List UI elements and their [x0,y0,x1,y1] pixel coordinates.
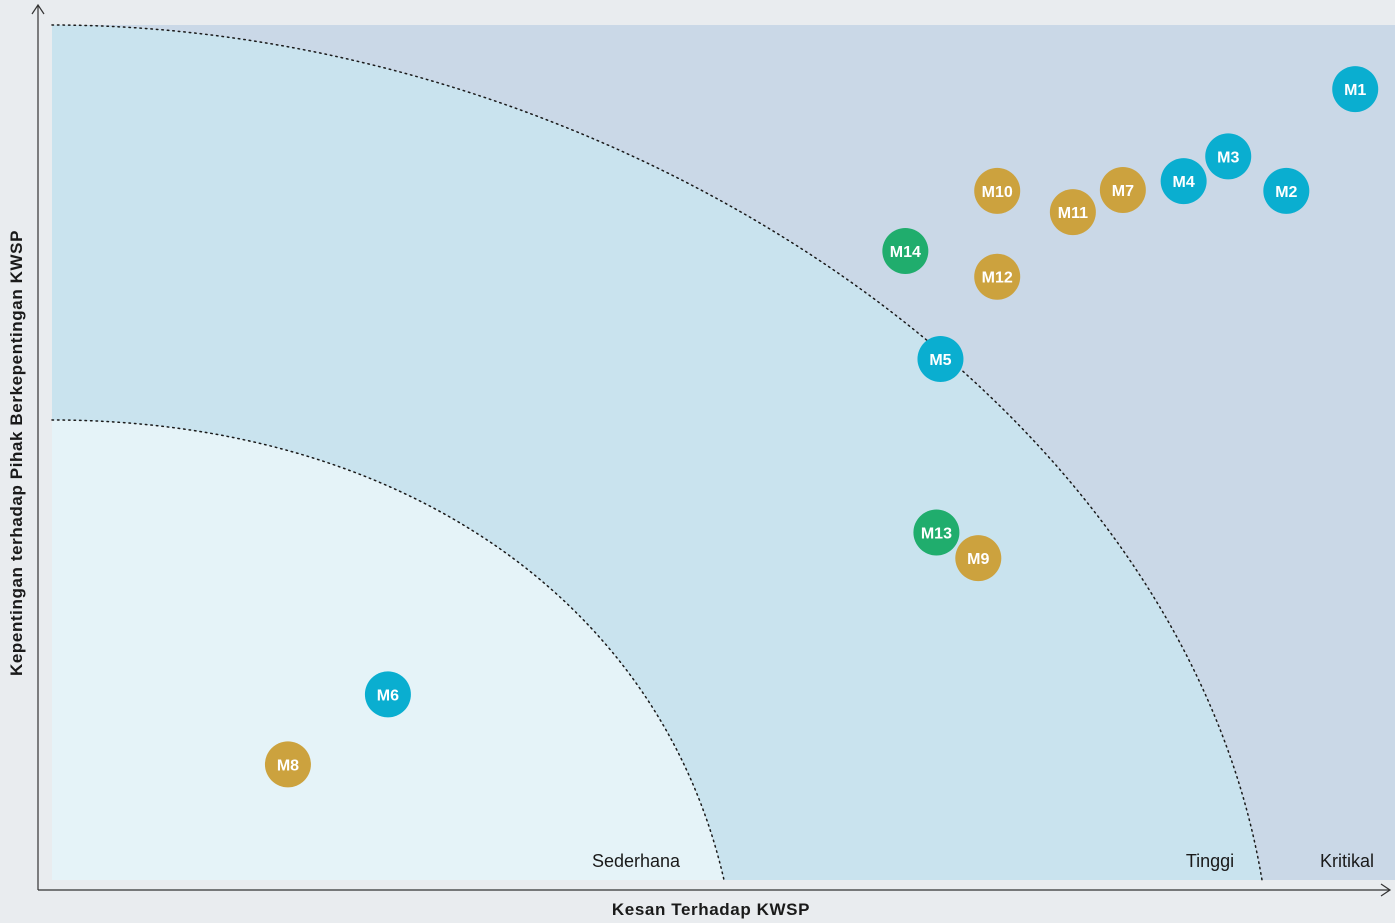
point-label: M10 [982,184,1013,201]
point-label: M6 [377,687,399,704]
point-marker [1099,166,1146,213]
point-marker [1049,189,1096,236]
point-marker [1263,167,1310,214]
x-axis-arrow [1380,883,1392,897]
zone-label-sederhana: Sederhana [592,851,681,871]
point-marker [955,535,1002,582]
point-m2: M2 [1263,167,1310,214]
point-marker [1160,158,1207,205]
point-m5: M5 [917,336,964,382]
point-marker [974,253,1021,300]
point-label: M1 [1344,82,1366,99]
point-m7: M7 [1099,166,1146,213]
point-marker [364,671,411,718]
zone-label-kritikal: Kritikal [1320,851,1374,871]
point-m6: M6 [364,671,411,718]
y-axis-arrow [31,3,45,15]
point-label: M13 [921,525,952,542]
point-m12: M12 [974,253,1021,300]
point-m1: M1 [1332,66,1379,113]
boundary-sederhana [51,419,725,881]
point-label: M4 [1173,174,1195,191]
points-layer: M1 M2 M3 M4 M5 M6 M7 M8 M9 M10 M11 M12 M13 M14 [264,66,1379,788]
point-label: M14 [890,244,921,261]
x-axis-title: Kesan Terhadap KWSP [612,900,810,919]
point-marker [974,167,1021,214]
point-label: M3 [1217,149,1239,166]
point-marker [1332,66,1379,113]
point-marker [913,509,960,556]
point-m14: M14 [882,228,929,275]
point-label: M9 [967,551,989,568]
point-label: M11 [1058,205,1088,222]
point-label: M5 [929,352,951,369]
point-m4: M4 [1160,158,1207,205]
zone-label-tinggi: Tinggi [1186,851,1234,871]
point-label: M8 [277,757,299,774]
point-m11: M11 [1049,189,1096,236]
point-label: M12 [982,270,1013,287]
point-m8: M8 [264,741,311,788]
y-axis-title: Kepentingan terhadap Pihak Berkepentinga… [7,230,26,676]
point-marker [1205,133,1252,180]
point-marker [264,741,311,788]
zone-sederhana [52,420,724,880]
point-marker [882,228,929,275]
point-m13: M13 [913,509,960,556]
point-m3: M3 [1205,133,1252,180]
point-label: M2 [1275,184,1297,201]
point-m10: M10 [974,167,1021,214]
point-m9: M9 [955,535,1002,582]
point-marker [917,336,964,382]
point-label: M7 [1112,183,1134,200]
